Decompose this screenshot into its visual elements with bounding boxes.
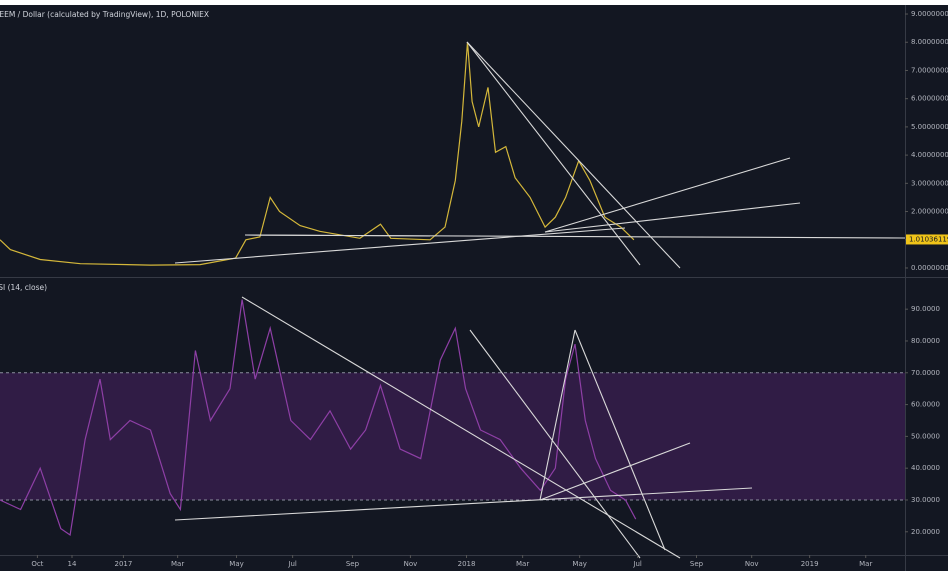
y-tick-label: 6.00000000 [911, 95, 948, 103]
y-tick-label: 30.0000 [911, 496, 940, 504]
trendline [539, 329, 576, 501]
last-price-box [906, 234, 948, 245]
y-tick-label: 5.00000000 [911, 123, 948, 131]
trendline [174, 227, 626, 264]
x-tick-label: 2017 [114, 560, 132, 568]
x-tick-label: Nov [745, 560, 759, 568]
x-tick-label: 2019 [801, 560, 819, 568]
x-tick-label: Jul [287, 560, 297, 568]
x-tick-label: Mar [516, 560, 529, 568]
last-price-label: 1.01036119 [909, 235, 948, 243]
y-tick-label: 8.00000000 [911, 38, 948, 46]
y-tick-label: 7.00000000 [911, 66, 948, 74]
plot [0, 42, 905, 537]
x-tick-label: Mar [171, 560, 184, 568]
trendlines [174, 41, 906, 559]
x-tick-label: Oct [31, 560, 43, 568]
trendline [466, 41, 641, 266]
y-tick-label: 50.0000 [911, 432, 940, 440]
trendline [539, 442, 691, 501]
y-tick-label: 3.00000000 [911, 179, 948, 187]
trendline [574, 329, 666, 551]
chart-title: STEEM / Dollar (calculated by TradingVie… [0, 10, 209, 19]
y-tick-label: 80.0000 [911, 337, 940, 345]
trendline [174, 487, 753, 521]
x-tick-label: Jul [632, 560, 642, 568]
y-tick-label: 70.0000 [911, 369, 940, 377]
x-tick-label: May [572, 560, 586, 568]
series-line [0, 299, 637, 537]
y-tick-label: 9.00000000 [911, 10, 948, 18]
x-tick-label: 14 [68, 560, 77, 568]
x-tick-label: Mar [859, 560, 872, 568]
y-tick-label: 4.00000000 [911, 151, 948, 159]
y-tick-label: 2.00000000 [911, 208, 948, 216]
x-tick-label: May [229, 560, 243, 568]
rsi-band [0, 372, 905, 500]
indicator-title: RSI (14, close) [0, 283, 47, 292]
x-tick-label: Sep [690, 560, 704, 568]
y-tick-label: 20.0000 [911, 528, 940, 536]
trendline [469, 329, 641, 559]
x-tick-label: Nov [404, 560, 418, 568]
y-tick-label: 40.0000 [911, 464, 940, 472]
trendline [544, 202, 801, 233]
y-tick-label: 60.0000 [911, 401, 940, 409]
trendline [244, 234, 431, 237]
trendline [544, 157, 791, 233]
x-tick-label: 2018 [458, 560, 476, 568]
y-tick-label: 0.00000000 [911, 264, 948, 272]
x-tick-label: Sep [346, 560, 360, 568]
trendline [466, 41, 681, 269]
y-tick-label: 90.0000 [911, 305, 940, 313]
